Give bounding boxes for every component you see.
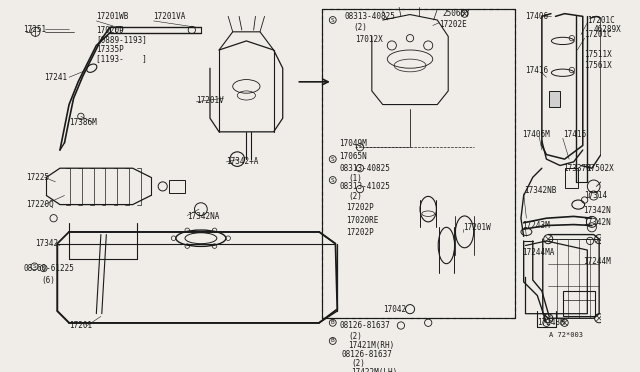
Text: 17241: 17241 [45,73,68,82]
Text: 17342: 17342 [35,239,58,248]
Text: (1): (1) [348,174,362,183]
Text: 17335P: 17335P [97,45,124,54]
Text: S: S [331,17,335,22]
Text: 17342N: 17342N [583,206,611,215]
Text: 17251: 17251 [24,25,47,33]
Text: 17244MA: 17244MA [522,248,554,257]
Text: 17244M: 17244M [583,257,611,266]
Text: 17243M: 17243M [538,318,565,327]
Text: 17561X: 17561X [584,61,612,70]
Text: 17202P: 17202P [346,203,374,212]
Text: 17042: 17042 [383,305,406,314]
Text: 17020RE: 17020RE [346,215,379,225]
Text: 25060Y: 25060Y [443,9,470,18]
Text: 17511X: 17511X [584,50,612,59]
Text: 17406: 17406 [525,12,548,21]
Text: 08313-40825: 08313-40825 [339,164,390,173]
Text: 17342NB: 17342NB [524,186,556,195]
Text: (2): (2) [354,23,367,32]
Text: 17225: 17225 [26,173,49,182]
Text: 17416: 17416 [525,67,548,76]
Text: 17342NA: 17342NA [188,212,220,221]
Text: (6): (6) [42,276,56,285]
Text: 08313-41025: 08313-41025 [339,182,390,191]
Text: 17220Q: 17220Q [26,200,54,209]
Text: 17201C: 17201C [588,16,615,25]
Text: B: B [331,320,335,325]
Text: 17201C: 17201C [584,30,612,39]
Text: 17416: 17416 [563,130,586,139]
Text: 17201: 17201 [69,321,92,330]
Text: 46289X: 46289X [594,25,621,33]
Text: 17422M(LH): 17422M(LH) [351,368,397,372]
Bar [563,291,595,317]
Text: 17020P: 17020P [97,26,124,35]
Text: (2): (2) [348,192,362,201]
Text: 17202E: 17202E [439,20,467,29]
Text: S: S [33,264,36,269]
Text: A 72*003: A 72*003 [548,331,583,338]
Text: (2): (2) [348,332,362,341]
Text: 17049M: 17049M [339,139,367,148]
Text: [1193-    ]: [1193- ] [97,54,147,63]
Text: 17386M: 17386M [69,118,97,127]
Text: 17201W: 17201W [463,223,490,232]
Text: 17314: 17314 [584,191,608,200]
Text: 08360-61225: 08360-61225 [24,264,74,273]
Text: B: B [331,339,335,343]
Text: 17202P: 17202P [346,228,374,237]
Text: [0889-1193]: [0889-1193] [97,35,147,45]
Text: 17201V: 17201V [196,96,224,105]
Text: S: S [331,157,335,161]
Text: 17342+A: 17342+A [227,157,259,166]
Bar [549,91,560,107]
Text: 17243M: 17243M [522,221,550,230]
Text: 17337W: 17337W [563,164,591,173]
Text: 17342N: 17342N [583,218,611,227]
Text: 17406M: 17406M [522,130,550,139]
Text: 17065N: 17065N [339,152,367,161]
Text: 17421M(RH): 17421M(RH) [348,341,394,350]
Text: S: S [42,266,45,271]
Text: 17201WB: 17201WB [97,12,129,21]
Bar [322,9,515,318]
Text: 08126-81637: 08126-81637 [342,350,393,359]
Text: 17201VA: 17201VA [154,12,186,21]
Text: 08126-81637: 08126-81637 [339,321,390,330]
Bar [322,9,515,318]
Bar [169,180,186,193]
Text: 17012X: 17012X [355,35,383,44]
Bar [564,168,578,188]
Text: 17502X: 17502X [586,164,614,173]
Text: 08313-40825: 08313-40825 [344,12,396,21]
Text: S: S [331,177,335,183]
Text: (2): (2) [351,359,365,368]
